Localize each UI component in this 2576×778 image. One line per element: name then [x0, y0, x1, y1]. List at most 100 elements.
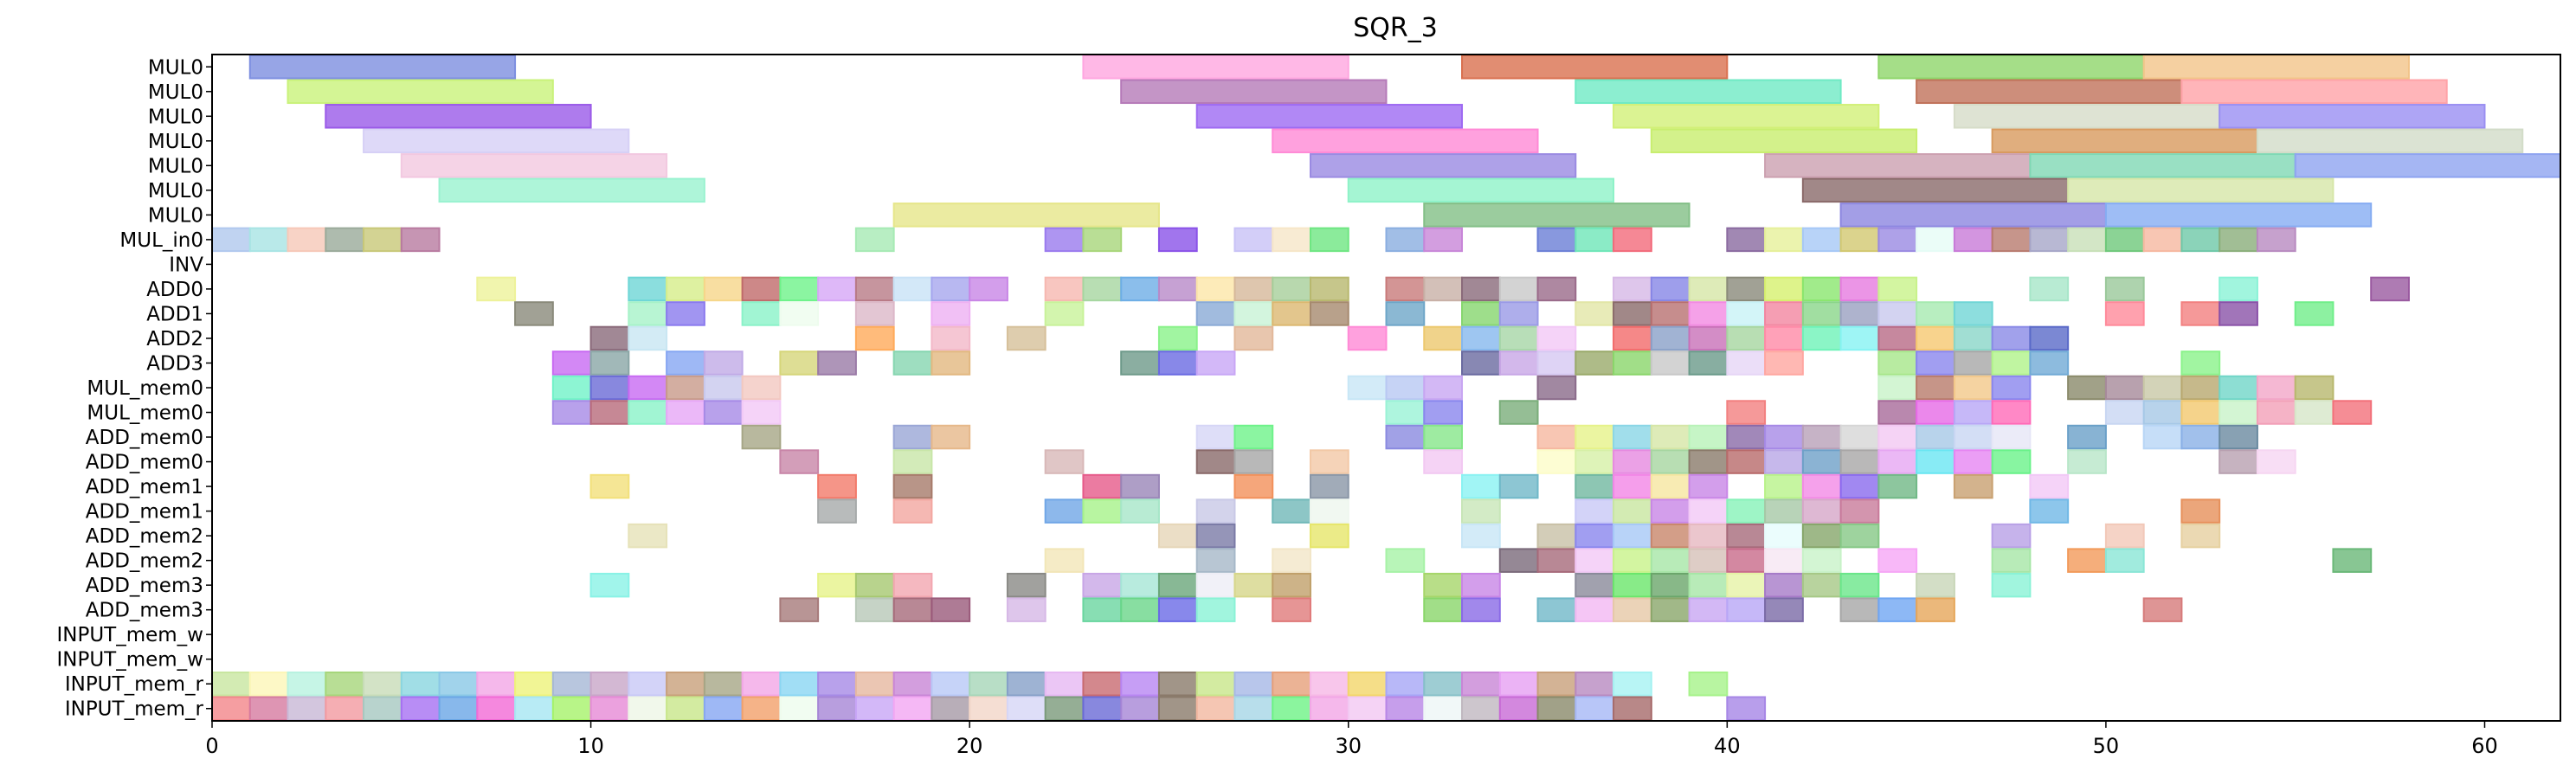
task-bar [1044, 548, 1085, 573]
task-bar [2332, 400, 2373, 425]
task-bar [892, 473, 933, 499]
y-tick-label: ADD2 [146, 328, 203, 350]
task-bar [1575, 473, 1615, 499]
task-bar [2142, 375, 2183, 401]
task-bar [1195, 498, 1236, 524]
task-bar [1801, 473, 1842, 499]
task-bar [325, 227, 365, 253]
task-bar [1461, 301, 1501, 326]
task-bar [1991, 325, 2032, 351]
task-bar [551, 350, 592, 376]
task-bar [2219, 375, 2258, 401]
task-bar [1195, 276, 1236, 302]
task-bar [1082, 473, 1123, 499]
task-bar [892, 424, 933, 450]
task-bar [892, 498, 933, 524]
task-bar [1272, 276, 1311, 302]
task-bar [1498, 325, 1539, 351]
y-tick-label: MUL0 [148, 81, 203, 104]
task-bar [817, 473, 857, 499]
task-bar [1385, 400, 1426, 425]
task-bar [1536, 227, 1577, 253]
task-bar [400, 671, 441, 697]
task-bar [2142, 400, 2183, 425]
task-bar [1498, 473, 1539, 499]
y-tick-label: MUL0 [148, 155, 203, 177]
y-tick-label: MUL_in0 [119, 229, 203, 252]
task-bar [1916, 424, 1955, 450]
task-bar [1726, 696, 1767, 722]
task-bar [854, 597, 895, 622]
task-bar [1309, 227, 1349, 253]
task-bar [628, 375, 668, 401]
task-bar [1916, 400, 1955, 425]
task-bar [2104, 301, 2145, 326]
task-bar [1726, 424, 1767, 450]
task-bar [1347, 375, 1388, 401]
task-bar [1006, 572, 1046, 598]
task-bar [1461, 696, 1501, 722]
task-bar [1461, 55, 1729, 80]
task-bar [666, 375, 705, 401]
task-bar [1536, 375, 1577, 401]
task-bar [1650, 424, 1690, 450]
task-bar [1233, 696, 1274, 722]
task-bar [1423, 424, 1464, 450]
task-bar [1082, 227, 1123, 253]
y-tick-label: ADD_mem2 [86, 525, 203, 548]
task-bar [1991, 424, 2032, 450]
task-bar [363, 128, 630, 154]
task-bar [969, 696, 1008, 722]
x-tick-label: 20 [956, 734, 983, 758]
task-bar [2029, 350, 2070, 376]
task-bar [1575, 671, 1615, 697]
task-bar [1764, 276, 1804, 302]
task-bar [1916, 325, 1955, 351]
task-bar [363, 696, 402, 722]
task-bar [1120, 696, 1160, 722]
task-bar [1764, 325, 1804, 351]
task-bar [1385, 548, 1426, 573]
task-bar [1575, 597, 1615, 622]
x-tick-label: 60 [2471, 734, 2498, 758]
y-tick-label: ADD_mem1 [86, 476, 203, 498]
task-bar [1347, 177, 1615, 203]
task-bar [1233, 301, 1274, 326]
task-bar [1801, 301, 1842, 326]
task-bar [2294, 400, 2334, 425]
task-bar [931, 350, 971, 376]
task-bar [1726, 301, 1767, 326]
task-bar [1423, 696, 1464, 722]
task-bar [1613, 696, 1652, 722]
task-bar [666, 276, 705, 302]
task-bar [1839, 572, 1880, 598]
task-bar [1195, 548, 1236, 573]
task-bar [1991, 449, 2032, 474]
task-bar [1688, 325, 1729, 351]
task-bar [589, 375, 630, 401]
task-bar [892, 449, 933, 474]
task-bar [1650, 449, 1690, 474]
task-bar [1272, 128, 1539, 154]
task-bar [854, 572, 895, 598]
task-bar [2142, 424, 2183, 450]
task-bar [1613, 301, 1652, 326]
task-bar [2029, 325, 2070, 351]
task-bar [1157, 572, 1198, 598]
task-bar [817, 276, 857, 302]
task-bar [2104, 227, 2145, 253]
task-bar [741, 375, 782, 401]
task-bar [1839, 203, 2107, 228]
task-bar [741, 400, 782, 425]
task-bar [1575, 572, 1615, 598]
task-bar [1613, 325, 1652, 351]
task-bar [1347, 696, 1388, 722]
task-bar [1461, 523, 1501, 549]
task-bar [817, 498, 857, 524]
task-bar [1953, 375, 1993, 401]
task-bar [2142, 55, 2410, 80]
task-bar [2104, 523, 2145, 549]
task-bar [1461, 597, 1501, 622]
task-bar [1613, 671, 1652, 697]
task-bar [1120, 276, 1160, 302]
